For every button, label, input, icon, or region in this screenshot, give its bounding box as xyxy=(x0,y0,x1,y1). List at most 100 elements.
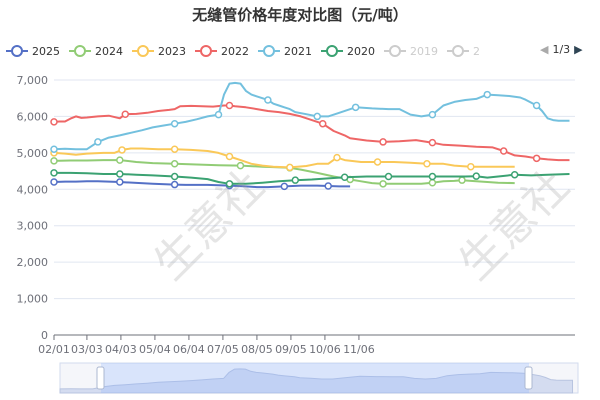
data-point-2020[interactable] xyxy=(116,170,124,178)
data-point-2024[interactable] xyxy=(170,160,179,168)
chart-title: 无缝管价格年度对比图（元/吨） xyxy=(192,6,408,24)
legend-marker-icon xyxy=(447,45,469,57)
data-point-2020[interactable] xyxy=(170,172,179,181)
data-point-2021[interactable] xyxy=(313,112,321,121)
series-line-2021 xyxy=(53,81,570,151)
legend-item-2019[interactable]: 2019 xyxy=(384,45,438,58)
zoom-preview-area xyxy=(59,368,574,394)
data-point-2021[interactable] xyxy=(483,90,492,99)
legend-item-2025[interactable]: 2025 xyxy=(6,45,60,58)
data-point-2023[interactable] xyxy=(286,163,294,172)
data-point-2025[interactable] xyxy=(170,180,179,189)
x-tick-label: 09/05 xyxy=(275,343,307,356)
legend-item-2022[interactable]: 2022 xyxy=(195,45,249,58)
legend-item-2020[interactable]: 2020 xyxy=(321,45,375,58)
legend-next-icon[interactable]: ▶ xyxy=(574,43,583,56)
data-point-2021[interactable] xyxy=(50,145,58,153)
data-point-2022[interactable] xyxy=(428,138,437,147)
data-point-2022[interactable] xyxy=(379,138,387,146)
legend-marker-icon xyxy=(258,45,280,57)
data-point-2020[interactable] xyxy=(225,180,234,188)
data-point-2024[interactable] xyxy=(428,178,437,187)
data-point-2023[interactable] xyxy=(170,145,179,153)
y-tick-label: 1,000 xyxy=(17,293,49,306)
data-point-2020[interactable] xyxy=(510,170,519,179)
legend-label: 2019 xyxy=(410,44,438,58)
legend-item-2023[interactable]: 2023 xyxy=(132,45,186,58)
legend-page-indicator: 1/3 xyxy=(552,43,571,56)
legend-label: 2022 xyxy=(221,44,249,58)
data-point-2024[interactable] xyxy=(236,161,245,170)
data-point-2020[interactable] xyxy=(472,172,481,180)
data-point-2020[interactable] xyxy=(50,169,58,177)
data-point-2025[interactable] xyxy=(116,178,124,186)
data-point-2021[interactable] xyxy=(264,96,272,104)
data-point-2020[interactable] xyxy=(384,172,393,181)
data-point-2021[interactable] xyxy=(428,110,437,119)
y-tick-label: 3,000 xyxy=(17,220,49,233)
x-tick-label: 05/04 xyxy=(139,343,171,356)
data-point-2020[interactable] xyxy=(291,176,300,184)
x-tick-label: 02/01 xyxy=(38,343,70,356)
data-point-2022[interactable] xyxy=(318,119,327,128)
x-tick-label: 11/06 xyxy=(343,343,375,356)
legend-label: 2024 xyxy=(95,44,123,58)
legend-marker-icon xyxy=(384,45,406,57)
data-point-2022[interactable] xyxy=(225,101,234,110)
data-point-2021[interactable] xyxy=(170,119,179,128)
data-point-2022[interactable] xyxy=(532,154,541,163)
data-point-2024[interactable] xyxy=(458,176,466,184)
x-tick-label: 06/04 xyxy=(173,343,205,356)
data-point-2023[interactable] xyxy=(333,153,341,162)
legend-prev-icon[interactable]: ◀ xyxy=(540,43,549,56)
series-line-2024 xyxy=(53,159,515,185)
y-tick-label: 0 xyxy=(41,329,48,342)
data-point-2021[interactable] xyxy=(351,103,360,112)
data-point-2020[interactable] xyxy=(340,173,349,182)
legend-label: 2025 xyxy=(32,44,60,58)
data-point-2021[interactable] xyxy=(532,101,541,110)
x-tick-label: 03/03 xyxy=(71,343,103,356)
data-point-2025[interactable] xyxy=(324,182,332,190)
legend-item-2[interactable]: 2 xyxy=(447,45,480,58)
x-tick-label: 04/03 xyxy=(105,343,137,356)
y-tick-label: 2,000 xyxy=(17,256,49,269)
data-point-2022[interactable] xyxy=(50,118,58,126)
legend-label: 2023 xyxy=(158,44,186,58)
data-point-2023[interactable] xyxy=(118,146,126,154)
data-point-2024[interactable] xyxy=(379,180,387,188)
data-point-2025[interactable] xyxy=(280,182,289,191)
zoom-handle-left[interactable] xyxy=(96,366,105,390)
data-point-2025[interactable] xyxy=(50,178,58,186)
data-point-2022[interactable] xyxy=(499,147,508,155)
x-tick-label: 08/05 xyxy=(241,343,273,356)
data-point-2024[interactable] xyxy=(50,157,58,165)
zoom-selected-range[interactable] xyxy=(101,363,529,393)
legend-label: 2020 xyxy=(347,44,375,58)
legend-label: 2 xyxy=(473,44,480,58)
series-line-2020 xyxy=(54,171,570,185)
legend-item-2024[interactable]: 2024 xyxy=(69,45,123,58)
data-point-2021[interactable] xyxy=(214,110,223,119)
data-point-2023[interactable] xyxy=(423,160,431,168)
data-point-2020[interactable] xyxy=(428,172,437,181)
legend-item-2021[interactable]: 2021 xyxy=(258,45,312,58)
data-point-2022[interactable] xyxy=(121,110,130,118)
data-point-2023[interactable] xyxy=(467,162,475,171)
y-tick-label: 7,000 xyxy=(17,74,49,87)
legend-marker-icon xyxy=(132,45,154,57)
y-tick-label: 6,000 xyxy=(17,110,49,123)
y-tick-label: 5,000 xyxy=(17,147,49,160)
zoom-handle-right[interactable] xyxy=(524,366,533,390)
legend-pager: ◀ 1/3 ▶ xyxy=(536,43,587,56)
y-tick-label: 4,000 xyxy=(17,183,49,196)
data-point-2021[interactable] xyxy=(94,138,102,146)
data-point-2023[interactable] xyxy=(225,152,234,161)
legend: 2025 2024 2023 2022 2021 2020 2019 2 xyxy=(6,41,489,61)
series-line-2025 xyxy=(53,180,351,189)
legend-marker-icon xyxy=(69,45,91,57)
data-point-2023[interactable] xyxy=(373,158,382,166)
data-point-2024[interactable] xyxy=(116,156,124,164)
